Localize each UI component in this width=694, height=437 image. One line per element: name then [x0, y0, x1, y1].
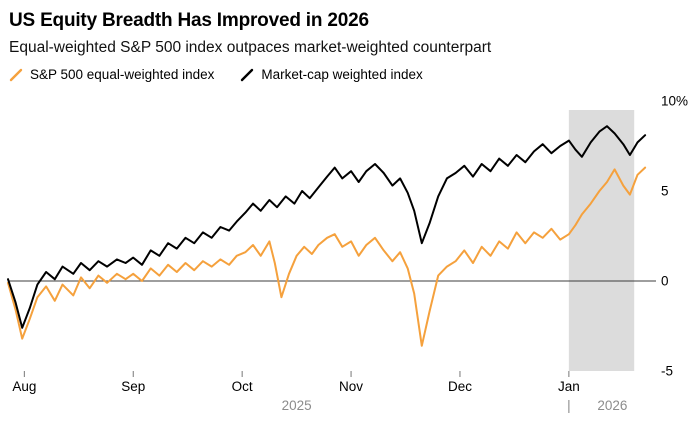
legend-label-market-cap: Market-cap weighted index [261, 67, 423, 82]
x-tick-label: Jan [558, 379, 580, 394]
chart-subtitle: Equal-weighted S&P 500 index outpaces ma… [9, 39, 492, 56]
chart-title: US Equity Breadth Has Improved in 2026 [9, 10, 369, 31]
legend-line-marker-icon [241, 68, 254, 81]
legend-item-equal-weighted: S&P 500 equal-weighted index [9, 67, 214, 82]
x-tick-label: Dec [448, 379, 472, 394]
legend-label-equal-weighted: S&P 500 equal-weighted index [30, 67, 215, 82]
x-tick-label: Nov [339, 379, 363, 394]
chart-header: US Equity Breadth Has Improved in 2026 E… [0, 10, 694, 82]
x-tick-label: Oct [232, 379, 253, 394]
legend-line-marker-icon [9, 68, 23, 81]
y-tick-label: -5 [661, 364, 673, 379]
x-tick-label: Sep [121, 379, 145, 394]
chart-svg: 10% 5 0 -5 Aug Sep Oct Nov Dec Jan 2025 2026 | [7, 94, 688, 413]
legend-item-market-cap: Market-cap weighted index [240, 67, 423, 82]
legend: S&P 500 equal-weighted index Market-cap … [9, 67, 682, 82]
year-divider: | [567, 398, 571, 413]
year-label-2026: 2026 [597, 398, 627, 413]
y-tick-label: 10% [661, 94, 688, 109]
series-line-market-cap [7, 125, 647, 329]
highlight-region-2026 [568, 110, 635, 371]
year-label-2025: 2025 [282, 398, 312, 413]
y-tick-label: 5 [661, 184, 669, 199]
y-tick-label: 0 [661, 274, 669, 289]
x-tick-label: Aug [12, 379, 36, 394]
series-line-equal-weighted [7, 166, 647, 347]
